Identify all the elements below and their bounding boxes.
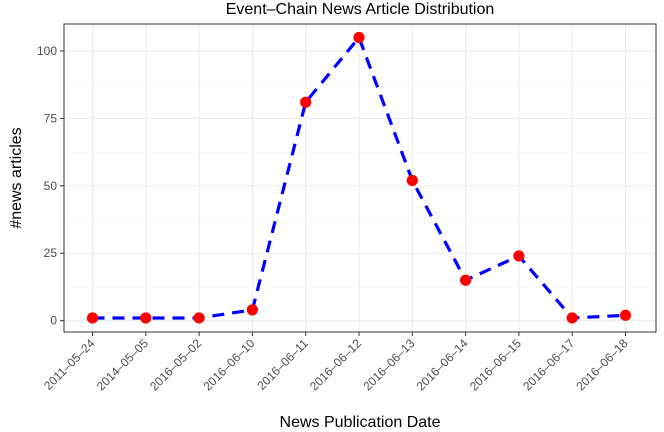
y-tick-label: 50 bbox=[44, 179, 58, 193]
series bbox=[86, 31, 632, 324]
series-line bbox=[92, 35, 626, 320]
data-point bbox=[193, 312, 205, 324]
x-tick-label: 2016–06–15 bbox=[467, 336, 524, 393]
data-point bbox=[86, 312, 99, 324]
x-tick-label: 2016–06–10 bbox=[200, 336, 257, 393]
y-axis: 0 25 50 75 100 bbox=[37, 44, 64, 328]
x-axis-title: News Publication Date bbox=[280, 414, 441, 431]
y-axis-title: #news articles bbox=[8, 127, 25, 228]
data-point bbox=[246, 304, 258, 316]
x-tick-label: 2016–06–17 bbox=[520, 336, 577, 393]
data-point bbox=[460, 274, 472, 286]
x-tick-label: 2016–05–02 bbox=[147, 336, 204, 393]
grid bbox=[64, 24, 656, 332]
y-tick-label: 0 bbox=[50, 314, 57, 328]
data-point bbox=[513, 250, 525, 262]
y-tick-label: 25 bbox=[44, 246, 58, 260]
data-point bbox=[619, 309, 632, 321]
x-tick-label: 2016–06–11 bbox=[254, 336, 311, 393]
x-tick-label: 2011–05–24 bbox=[41, 336, 98, 393]
data-point bbox=[140, 312, 152, 324]
panel-border bbox=[63, 23, 657, 333]
data-point bbox=[353, 31, 365, 44]
x-tick-label: 2016–06–14 bbox=[414, 336, 471, 393]
y-tick-label: 75 bbox=[44, 111, 58, 125]
x-axis: 2011–05–242014–05–052016–05–022016–06–10… bbox=[41, 332, 631, 393]
data-point bbox=[566, 312, 578, 324]
data-point bbox=[406, 174, 418, 187]
chart-title: Event–Chain News Article Distribution bbox=[226, 1, 495, 18]
y-tick-label: 100 bbox=[37, 44, 57, 58]
x-tick-label: 2014–05–05 bbox=[94, 336, 151, 393]
x-tick-label: 2016–06–12 bbox=[307, 336, 364, 393]
data-point bbox=[300, 96, 312, 108]
x-tick-label: 2016–06–13 bbox=[360, 336, 417, 393]
x-tick-label: 2016–06–18 bbox=[574, 336, 631, 393]
